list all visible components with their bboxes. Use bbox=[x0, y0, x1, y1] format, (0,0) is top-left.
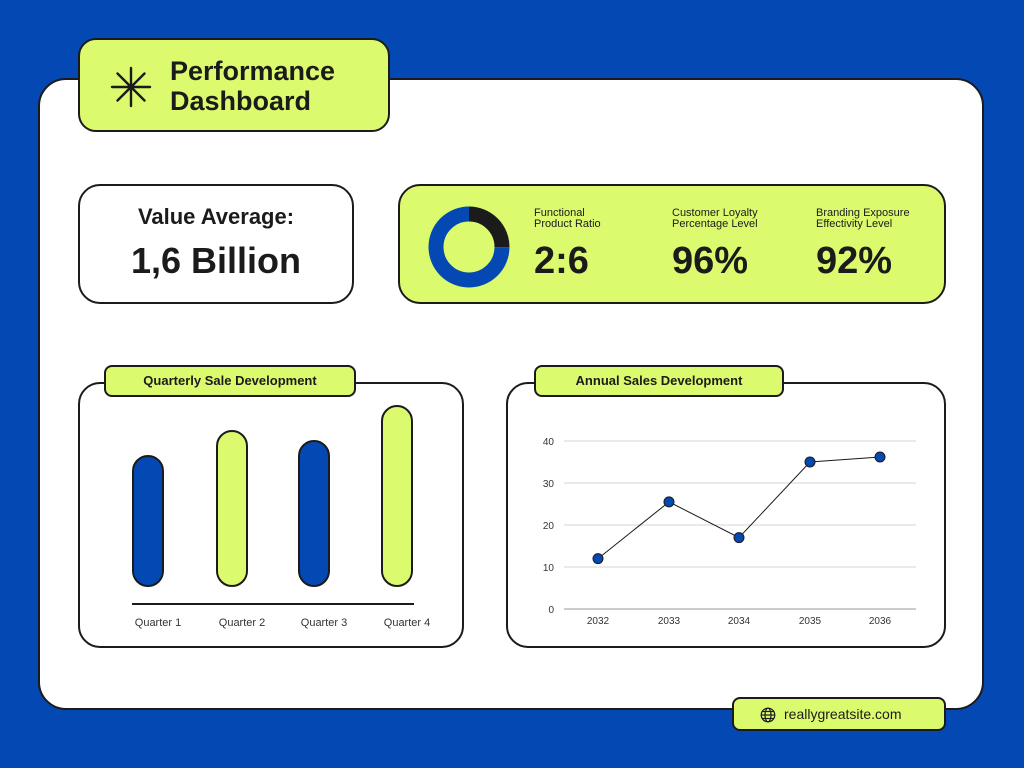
stat-label-line1: Branding Exposure bbox=[816, 207, 910, 219]
ratio-donut-chart bbox=[428, 206, 510, 288]
value-average-value: 1,6 Billion bbox=[130, 240, 302, 281]
bar-category-label: Quarter 2 bbox=[219, 617, 265, 629]
stat-label-line1: Functional bbox=[534, 207, 585, 219]
data-point-2036 bbox=[874, 451, 886, 463]
stat-customer-loyalty: Customer Loyalty Percentage Level 96% bbox=[672, 208, 792, 283]
stat-value: 92% bbox=[816, 240, 893, 282]
bar-category-label: Quarter 1 bbox=[135, 617, 181, 629]
quarterly-chart-card: Quarter 1 Quarter 2 Quarter 3 Quarter 4 bbox=[78, 382, 464, 648]
stat-label: Branding Exposure Effectivity Level bbox=[816, 208, 936, 230]
stats-card: Functional Product Ratio 2:6 Customer Lo… bbox=[398, 184, 946, 304]
x-tick-label: 2032 bbox=[587, 616, 610, 627]
page-title: Performance Dashboard bbox=[170, 56, 335, 116]
page-title-line1: Performance bbox=[170, 56, 336, 86]
data-point-2032 bbox=[592, 553, 604, 565]
bar-category-label: Quarter 4 bbox=[384, 617, 430, 629]
stat-label-line2: Effectivity Level bbox=[816, 218, 893, 230]
x-tick-label: 2034 bbox=[728, 616, 751, 627]
website-link[interactable]: reallygreatsite.com bbox=[732, 697, 946, 731]
y-tick-label: 10 bbox=[543, 563, 555, 574]
title-tab: Performance Dashboard bbox=[78, 38, 390, 132]
page-title-line2: Dashboard bbox=[170, 86, 312, 116]
asterisk-icon bbox=[110, 66, 152, 108]
data-point-2034 bbox=[733, 532, 745, 544]
globe-icon bbox=[760, 707, 776, 723]
y-tick-label: 40 bbox=[543, 437, 555, 448]
stat-label-line1: Customer Loyalty bbox=[672, 207, 758, 219]
y-tick-label: 0 bbox=[548, 605, 554, 616]
quarterly-chart-title: Quarterly Sale Development bbox=[104, 365, 356, 397]
bar-1 bbox=[132, 455, 164, 587]
stat-branding-exposure: Branding Exposure Effectivity Level 92% bbox=[816, 208, 936, 283]
sales-line bbox=[597, 456, 881, 559]
stat-functional-ratio: Functional Product Ratio 2:6 bbox=[534, 208, 654, 283]
data-point-2035 bbox=[804, 456, 816, 468]
x-tick-label: 2035 bbox=[799, 616, 822, 627]
bar-category-label: Quarter 3 bbox=[301, 617, 347, 629]
stat-value: 2:6 bbox=[534, 240, 589, 282]
donut-slice-1 bbox=[428, 206, 510, 288]
y-tick-label: 30 bbox=[543, 479, 555, 490]
stat-label: Functional Product Ratio bbox=[534, 208, 654, 230]
quarterly-bar-chart: Quarter 1 Quarter 2 Quarter 3 Quarter 4 bbox=[132, 405, 430, 629]
stat-value: 96% bbox=[672, 240, 749, 282]
stat-label-line2: Product Ratio bbox=[534, 218, 601, 230]
data-point-2033 bbox=[663, 496, 675, 508]
value-average-label: Value Average: bbox=[137, 204, 295, 229]
bar-4 bbox=[381, 405, 413, 587]
stat-label-line2: Percentage Level bbox=[672, 218, 758, 230]
y-tick-label: 20 bbox=[543, 521, 555, 532]
value-average-card: Value Average: 1,6 Billion bbox=[78, 184, 354, 304]
annual-chart-card: 0 10 20 30 40 2032 2033 2034 2035 2036 bbox=[506, 382, 946, 648]
x-tick-label: 2036 bbox=[869, 616, 892, 627]
website-url: reallygreatsite.com bbox=[784, 706, 902, 722]
x-tick-label: 2033 bbox=[658, 616, 681, 627]
annual-line-chart: 0 10 20 30 40 2032 2033 2034 2035 2036 bbox=[543, 437, 916, 627]
annual-chart-title: Annual Sales Development bbox=[534, 365, 784, 397]
bar-2 bbox=[216, 430, 248, 587]
stat-label: Customer Loyalty Percentage Level bbox=[672, 208, 792, 230]
bar-3 bbox=[298, 440, 330, 587]
